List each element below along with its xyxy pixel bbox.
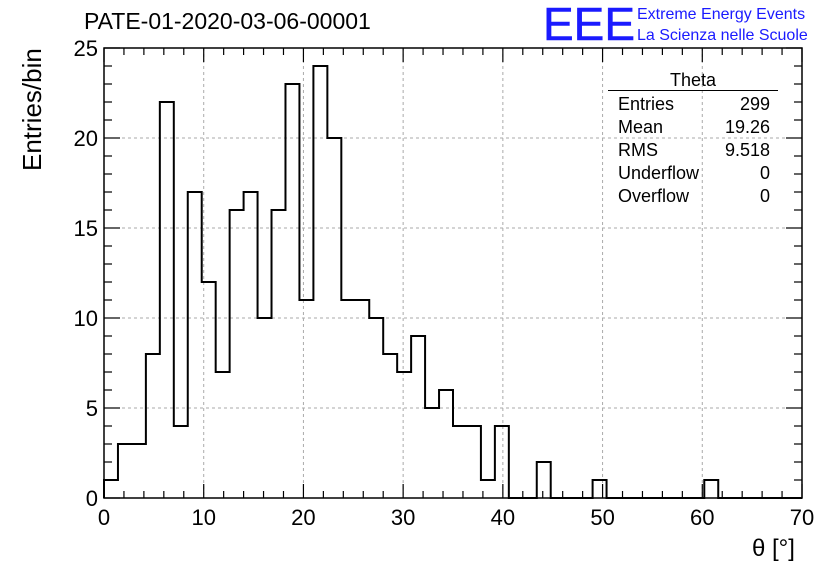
y-tick-label: 0 [86,486,98,511]
y-tick-label: 15 [74,216,98,241]
stats-box: Theta Entries 299 Mean 19.26 RMS 9.518 U… [608,70,778,208]
plot-frame [103,47,803,499]
stats-value: 19.26 [724,117,770,137]
x-axis-label: θ [°] [752,535,795,562]
stats-label: Mean [618,117,664,137]
stats-label: Overflow [618,186,690,206]
stats-label: Underflow [618,163,700,183]
eee-logo-mark: EEE [543,0,635,44]
x-tick-label: 60 [690,505,714,530]
y-tick-label: 20 [74,126,98,151]
stats-label: Entries [618,94,675,114]
stats-row-mean: Mean 19.26 [608,116,778,139]
x-tick-label: 30 [391,505,415,530]
stats-row-entries: Entries 299 [608,93,778,116]
stats-value: 299 [739,94,770,114]
stats-title: Theta [608,70,778,91]
stats-row-rms: RMS 9.518 [608,139,778,162]
x-tick-label: 50 [590,505,614,530]
x-tick-label: 0 [98,505,110,530]
chart-title: PATE-01-2020-03-06-00001 [84,8,371,34]
y-tick-label: 10 [74,306,98,331]
stats-value: 9.518 [724,140,770,160]
stats-row-underflow: Underflow 0 [608,162,778,185]
logo-caption: Extreme Energy Events La Scienza nelle S… [637,4,808,46]
x-tick-label: 40 [491,505,515,530]
stats-value: 0 [759,186,770,206]
y-tick-label: 5 [86,396,98,421]
x-tick-label: 10 [191,505,215,530]
logo-line-1: Extreme Energy Events [637,6,806,23]
x-tick-label: 20 [291,505,315,530]
stats-row-overflow: Overflow 0 [608,185,778,208]
stats-label: RMS [618,140,658,160]
eee-logo: EEE [543,0,635,44]
logo-line-2: La Scienza nelle Scuole [637,27,808,44]
stats-value: 0 [759,163,770,183]
y-axis-label: Entries/bin [17,48,47,171]
y-tick-label: 25 [74,36,98,61]
x-tick-label: 70 [790,505,814,530]
y-tick-labels: 0 5 10 15 20 25 [74,36,98,511]
x-tick-labels: 0 10 20 30 40 50 60 70 [98,505,814,530]
